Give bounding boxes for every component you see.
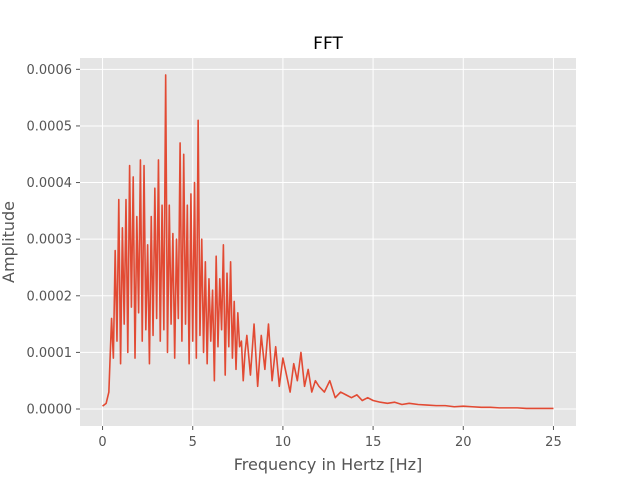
- fft-amplitude-line: [102, 74, 554, 410]
- x-tick-label: 0: [98, 435, 106, 450]
- y-axis-label: Amplitude: [0, 201, 18, 283]
- y-tick-label: 0.0002: [27, 289, 73, 304]
- y-tick-label: 0.0005: [27, 119, 73, 134]
- x-tick-label: 15: [365, 435, 382, 450]
- y-tick-label: 0.0000: [27, 403, 73, 418]
- y-tick-label: 0.0004: [27, 176, 73, 191]
- y-axis-ticks: 0.0000 0.0001 0.0002 0.0003 0.0004 0.0005 0.00…: [27, 63, 80, 418]
- y-tick-label: 0.0006: [27, 63, 73, 78]
- x-tick-label: 5: [189, 435, 197, 450]
- y-tick-label: 0.0001: [27, 346, 73, 361]
- x-axis-label: Frequency in Hertz [Hz]: [234, 455, 423, 474]
- x-tick-label: 20: [455, 435, 472, 450]
- x-tick-label: 25: [545, 435, 562, 450]
- x-tick-label: 10: [275, 435, 292, 450]
- chart-title: FFT: [313, 34, 343, 54]
- x-axis-ticks: 0 5 10 15 20 25: [98, 426, 562, 450]
- y-tick-label: 0.0003: [27, 233, 73, 248]
- series-layer: [102, 74, 554, 410]
